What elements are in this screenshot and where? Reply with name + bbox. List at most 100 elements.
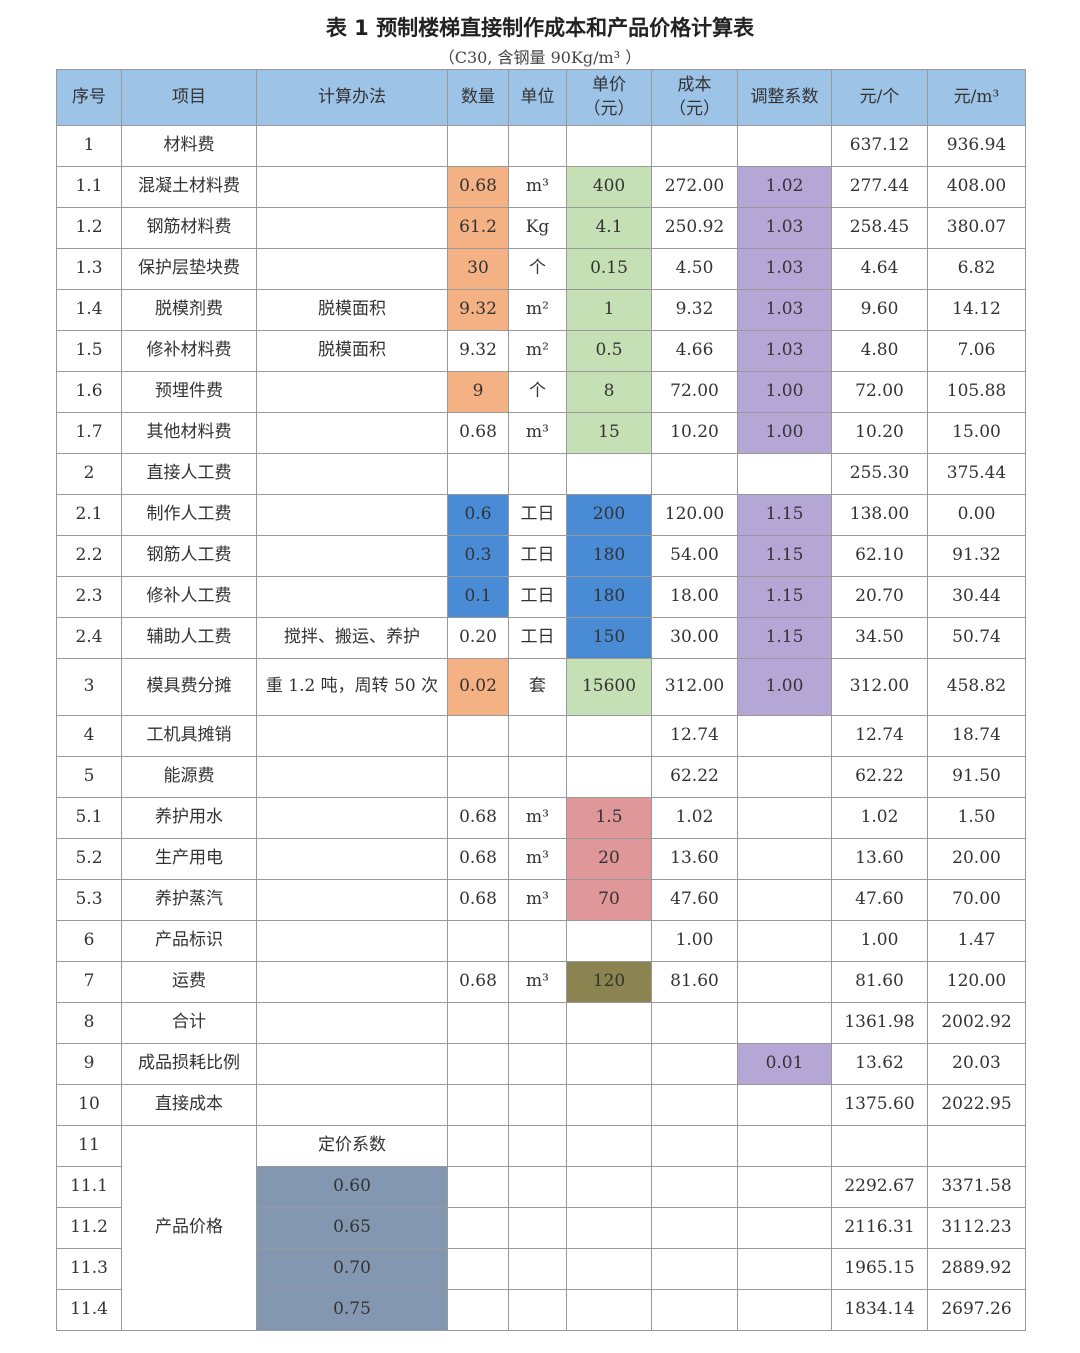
cell-item: 辅助人工费 [121, 617, 257, 659]
cell-seq: 1.3 [56, 248, 122, 290]
cell-unit: Kg [508, 207, 567, 249]
cell-unit-price: 15600 [566, 658, 652, 716]
header-method: 计算办法 [256, 69, 448, 126]
cell-adjust-factor [737, 125, 832, 167]
cell-method [256, 166, 448, 208]
cell-adjust-factor: 1.03 [737, 207, 832, 249]
cell-cost: 62.22 [651, 756, 738, 798]
cell-item: 能源费 [121, 756, 257, 798]
cell-unit: m² [508, 330, 567, 372]
cell-cost: 4.66 [651, 330, 738, 372]
cell-method: 定价系数 [256, 1125, 448, 1167]
cell-cost: 1.02 [651, 797, 738, 839]
cell-unit [508, 1125, 567, 1167]
cell-per-m3: 20.03 [927, 1043, 1026, 1085]
cell-adjust-factor [737, 1084, 832, 1126]
cell-method [256, 879, 448, 921]
cell-seq: 1.5 [56, 330, 122, 372]
cell-seq: 10 [56, 1084, 122, 1126]
cell-unit-price [566, 920, 652, 962]
cell-unit [508, 1207, 567, 1249]
cell-quantity: 9.32 [447, 289, 509, 331]
cell-adjust-factor [737, 756, 832, 798]
cell-item: 工机具摊销 [121, 715, 257, 757]
header-per-piece: 元/个 [831, 69, 928, 126]
cell-per-piece: 312.00 [831, 658, 928, 716]
cell-cost [651, 1084, 738, 1126]
cell-item: 钢筋材料费 [121, 207, 257, 249]
cell-unit: 个 [508, 248, 567, 290]
cell-per-m3: 30.44 [927, 576, 1026, 618]
cell-seq: 1.4 [56, 289, 122, 331]
cell-unit: 套 [508, 658, 567, 716]
cell-item: 其他材料费 [121, 412, 257, 454]
cell-quantity [447, 1125, 509, 1167]
table-row: 2.4 辅助人工费 搅拌、搬运、养护 0.20 工日 150 30.00 1.15 34.50 5… [56, 617, 1026, 659]
cell-unit-price: 150 [566, 617, 652, 659]
cell-per-piece: 1361.98 [831, 1002, 928, 1044]
cell-quantity [447, 1043, 509, 1085]
table-row: 5.3 养护蒸汽 0.68 m³ 70 47.60 47.60 70.00 [56, 879, 1026, 921]
cell-unit: 工日 [508, 576, 567, 618]
cell-cost [651, 1248, 738, 1290]
header-seq: 序号 [56, 69, 122, 126]
cell-adjust-factor: 0.01 [737, 1043, 832, 1085]
cell-per-piece: 2116.31 [831, 1207, 928, 1249]
cell-method [256, 494, 448, 536]
cell-unit-price [566, 125, 652, 167]
cell-unit [508, 1166, 567, 1208]
cell-method [256, 838, 448, 880]
cell-unit-price [566, 1289, 652, 1331]
cell-per-m3: 2889.92 [927, 1248, 1026, 1290]
cell-method: 0.75 [256, 1289, 448, 1331]
cell-cost: 272.00 [651, 166, 738, 208]
cell-unit-price: 400 [566, 166, 652, 208]
cell-per-piece: 9.60 [831, 289, 928, 331]
cell-method: 0.70 [256, 1248, 448, 1290]
cell-adjust-factor: 1.03 [737, 330, 832, 372]
cell-adjust-factor [737, 715, 832, 757]
cell-unit [508, 715, 567, 757]
table-row: 2.3 修补人工费 0.1 工日 180 18.00 1.15 20.70 30.44 [56, 576, 1026, 618]
cell-cost: 18.00 [651, 576, 738, 618]
cell-per-piece: 1834.14 [831, 1289, 928, 1331]
table-row: 11.4 0.75 1834.14 2697.26 [56, 1289, 1026, 1331]
cell-cost [651, 1207, 738, 1249]
cell-unit-price: 70 [566, 879, 652, 921]
cell-item: 混凝土材料费 [121, 166, 257, 208]
cell-unit [508, 920, 567, 962]
cell-seq: 11 [56, 1125, 122, 1167]
cell-cost [651, 1289, 738, 1331]
table-row: 1.7 其他材料费 0.68 m³ 15 10.20 1.00 10.20 15.00 [56, 412, 1026, 454]
cell-cost [651, 125, 738, 167]
cell-per-m3: 2697.26 [927, 1289, 1026, 1331]
table-subtitle: （C30, 含钢量 90Kg/m³ ） [438, 48, 642, 67]
cell-method [256, 535, 448, 577]
cell-item: 脱模剂费 [121, 289, 257, 331]
cell-per-m3: 1.50 [927, 797, 1026, 839]
cell-unit-price [566, 1166, 652, 1208]
cell-adjust-factor: 1.03 [737, 248, 832, 290]
cell-item: 产品标识 [121, 920, 257, 962]
cell-per-m3: 3112.23 [927, 1207, 1026, 1249]
header-unit-price: 单价（元） [566, 69, 652, 126]
cell-item: 制作人工费 [121, 494, 257, 536]
cell-per-piece [831, 1125, 928, 1167]
cell-cost [651, 1002, 738, 1044]
cell-seq: 2.3 [56, 576, 122, 618]
cell-adjust-factor [737, 879, 832, 921]
cell-unit [508, 1248, 567, 1290]
cell-unit-price [566, 453, 652, 495]
cell-cost [651, 1125, 738, 1167]
cell-quantity [447, 1248, 509, 1290]
cell-quantity: 0.68 [447, 412, 509, 454]
cell-item: 模具费分摊 [121, 658, 257, 716]
cell-per-piece: 1375.60 [831, 1084, 928, 1126]
header-row: 序号 项目 计算办法 数量 单位 单价（元） 成本（元） 调整系数 元/个 元/m³ [56, 69, 1026, 126]
cell-unit-price: 20 [566, 838, 652, 880]
cell-cost: 81.60 [651, 961, 738, 1003]
cell-item: 修补人工费 [121, 576, 257, 618]
cell-per-m3: 91.50 [927, 756, 1026, 798]
table-row: 4 工机具摊销 12.74 12.74 18.74 [56, 715, 1026, 757]
cell-cost [651, 453, 738, 495]
